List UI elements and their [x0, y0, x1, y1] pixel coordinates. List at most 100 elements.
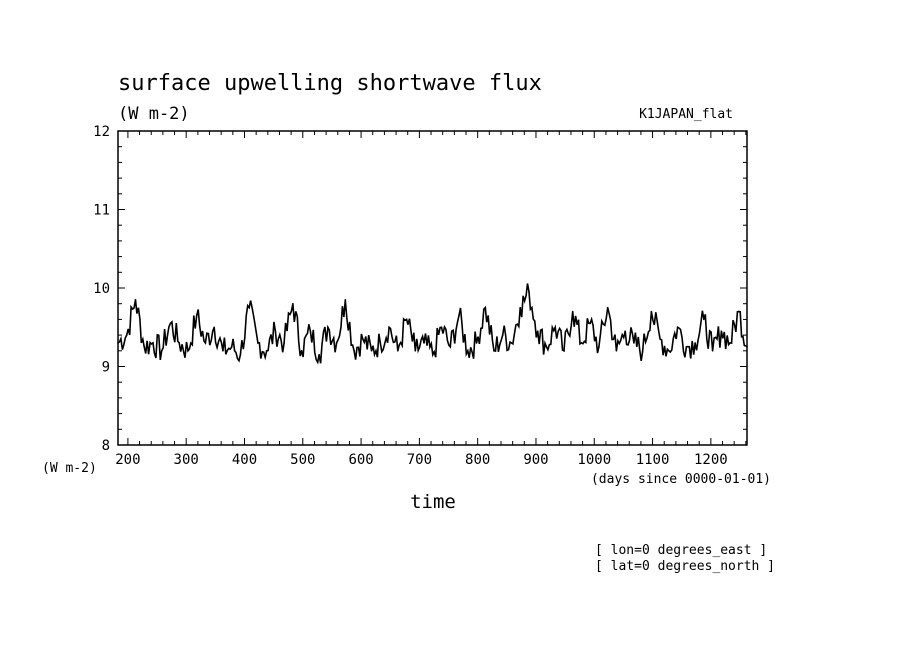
data-point: [641, 350, 644, 352]
x-tick-label: 1100: [636, 452, 670, 468]
data-point: [370, 350, 373, 352]
data-point: [292, 302, 294, 305]
data-point: [397, 350, 399, 352]
data-point: [659, 338, 661, 340]
data-point: [353, 350, 355, 352]
annotation-lat: [ lat=0 degrees_north ]: [595, 559, 775, 574]
data-point: [536, 330, 539, 332]
y-tick-label: 10: [93, 281, 110, 297]
data-point: [694, 342, 696, 344]
data-point: [230, 346, 233, 348]
data-point: [239, 353, 242, 356]
y-axis: 8 9 10 11 12: [93, 124, 747, 454]
data-point: [606, 306, 609, 309]
data-point: [344, 298, 347, 301]
dataset-label: K1JAPAN_flat: [639, 107, 733, 122]
data-point: [466, 350, 469, 352]
data-point: [423, 342, 425, 344]
y-tick-label: 12: [93, 124, 110, 140]
data-point: [327, 326, 329, 329]
plot-frame: [117, 130, 748, 446]
y-tick-label: 8: [102, 438, 110, 454]
data-point: [545, 346, 548, 348]
data-point: [265, 350, 268, 352]
data-point: [257, 342, 259, 344]
y-units-label: (W m-2): [42, 461, 97, 476]
data-point: [274, 330, 277, 332]
data-point: [615, 350, 618, 352]
x-tick-label: 900: [523, 452, 548, 468]
data-point: [510, 342, 513, 344]
data-point: [204, 342, 207, 344]
data-point: [685, 346, 688, 348]
x-tick-label: 800: [465, 452, 490, 468]
data-point: [414, 350, 417, 352]
data-point: [152, 342, 154, 344]
x-axis-label: time: [410, 491, 456, 513]
data-point: [703, 318, 705, 321]
data-point: [300, 350, 303, 352]
data-point: [335, 342, 338, 344]
data-point: [528, 291, 530, 293]
x-tick-label: 400: [232, 452, 257, 468]
data-point: [169, 322, 172, 325]
data-point: [318, 353, 320, 356]
data-point: [143, 346, 146, 348]
data-point: [571, 310, 574, 313]
chart-title: surface upwelling shortwave flux: [118, 71, 542, 96]
x-tick-label: 1000: [577, 452, 611, 468]
data-point: [729, 342, 731, 344]
data-point: [134, 298, 137, 301]
data-point: [388, 326, 390, 329]
chart-subtitle: (W m-2): [118, 104, 190, 124]
data-point: [222, 350, 224, 352]
data-point: [379, 342, 382, 344]
data-point: [458, 314, 460, 317]
data-point: [580, 342, 583, 344]
x-tick-label: 1200: [694, 452, 728, 468]
data-point: [431, 353, 434, 356]
series-line: [117, 283, 748, 365]
y-tick-label: 9: [102, 360, 110, 376]
data-point: [187, 350, 189, 352]
x-tick-label: 600: [348, 452, 373, 468]
data-point: [720, 330, 723, 332]
data-point: [484, 306, 487, 309]
data-point: [589, 322, 591, 325]
data-point: [309, 330, 312, 332]
data-point: [668, 350, 670, 352]
data-point: [449, 346, 452, 348]
data-point: [125, 334, 128, 336]
data-point: [117, 342, 119, 344]
data-point: [440, 326, 443, 329]
data-point: [213, 326, 215, 329]
data-point: [405, 318, 408, 321]
data-point: [633, 342, 635, 344]
data-point: [519, 306, 522, 309]
data-point: [650, 310, 653, 313]
data-point: [283, 342, 285, 344]
data-point: [178, 342, 181, 344]
data-point: [563, 350, 565, 352]
data-point: [738, 310, 740, 313]
x-units-label: (days since 0000-01-01): [591, 472, 771, 487]
data-point: [746, 346, 748, 348]
x-tick-label: 500: [290, 452, 315, 468]
x-tick-label: 200: [115, 452, 140, 468]
annotation-lon: [ lon=0 degrees_east ]: [595, 543, 767, 558]
data-point: [160, 350, 163, 352]
data-point: [493, 350, 495, 352]
data-point: [501, 334, 504, 336]
y-tick-label: 11: [93, 203, 110, 219]
data-point: [554, 326, 557, 329]
data-point: [711, 350, 714, 352]
data-point: [248, 306, 250, 309]
data-point: [624, 330, 626, 332]
x-axis: 200 300 400 500 600 700 800 900 1000 1100 1200: [115, 131, 747, 468]
series-group: [117, 283, 748, 365]
data-point: [475, 342, 478, 344]
data-point: [676, 326, 679, 329]
x-tick-label: 300: [174, 452, 199, 468]
data-point: [362, 338, 364, 340]
